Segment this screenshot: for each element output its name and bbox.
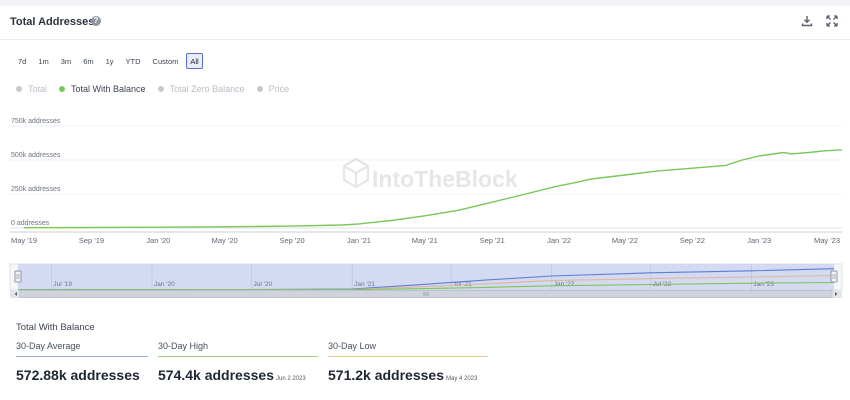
range-button-ytd[interactable]: YTD [125,57,141,66]
main-line-chart: 0 addresses 250k addresses 500k addresses 7… [10,118,843,245]
top-strip [0,0,850,6]
card-header: Total Addresses ? [0,6,850,40]
stat-label: 30-Day High [158,341,209,351]
range-button-1y[interactable]: 1y [105,57,114,66]
stat-30-day-low: 30-Day Low 571.2k addresses May 4 2023 [328,341,488,383]
scroll-right-arrow-icon[interactable] [835,292,838,296]
range-button-6m[interactable]: 6m [83,57,94,66]
legend-item-price[interactable]: Price [256,84,290,94]
range-button-all[interactable]: All [186,53,203,69]
legend-item-total-with-balance[interactable]: Total With Balance [59,84,146,94]
watermark: IntoTheBlock [342,157,518,192]
legend-item-total[interactable]: Total [16,84,47,94]
range-button-1m[interactable]: 1m [38,57,49,66]
x-tick-label: Jan '21 [347,236,371,245]
stat-value: 571.2k addresses May 4 2023 [328,367,488,383]
stat-underline [328,356,488,357]
range-button-7d[interactable]: 7d [18,57,27,66]
legend-marker [256,86,263,92]
stat-underline [16,356,148,357]
stat-value-text: 571.2k addresses [328,367,444,383]
stat-label: 30-Day Low [328,341,377,351]
x-tick-label: May '23 [814,236,840,245]
legend-label: Price [268,84,290,94]
stat-underline [158,356,318,357]
download-icon[interactable] [801,15,813,27]
help-icon[interactable]: ? [91,16,101,26]
fullscreen-icon[interactable] [826,15,838,27]
handle-grip[interactable] [14,270,22,283]
y-tick-label: 500k addresses [11,152,61,159]
x-tick-label: Sep '21 [480,236,505,245]
x-tick-label: Sep '22 [680,236,705,245]
legend-item-total-zero-balance[interactable]: Total Zero Balance [157,84,245,94]
navigator-tick-label: Jul '19 [53,281,72,288]
navigator-tick-label: Jan '22 [554,281,575,288]
legend-label: Total Zero Balance [169,84,245,94]
stat-date: May 4 2023 [445,376,478,382]
y-tick-label: 750k addresses [11,118,61,125]
range-button-custom[interactable]: Custom [152,57,179,66]
y-tick-label: 0 addresses [11,220,50,227]
navigator-tick-label: Jan '20 [154,281,175,288]
stat-value-text: 574.4k addresses [158,367,274,383]
card-title: Total Addresses [10,16,95,28]
navigator-selection[interactable] [18,264,834,290]
handle-grip[interactable] [830,270,838,283]
legend-marker [157,86,164,92]
navigator-tick-label: Jan '21 [354,281,375,288]
x-tick-label: Sep '19 [79,236,104,245]
stat-30-day-average: 30-Day Average 572.88k addresses [16,341,148,383]
navigator-tick-label: Jul '20 [254,281,273,288]
watermark-text: IntoTheBlock [372,166,518,192]
stat-value: 572.88k addresses [16,367,148,383]
navigator-chart[interactable]: Jul '19 Jan '20 Jul '20 Jan '21 Jul '21 Jan '… [0,262,850,302]
legend-label: Total With Balance [71,84,146,94]
navigator-tick-label: Jan '23 [753,281,774,288]
x-tick-label: May '22 [612,236,638,245]
stats-title: Total With Balance [16,322,95,333]
x-tick-label: Jan '22 [547,236,571,245]
x-tick-label: May '20 [212,236,238,245]
x-tick-label: Sep '20 [279,236,304,245]
navigator-handle-left[interactable] [14,270,22,283]
series-line-total-with-balance [23,149,843,229]
chart-legend: Total Total With Balance Total Zero Balanc… [16,84,301,94]
x-tick-label: Jan '20 [146,236,170,245]
legend-marker [16,86,22,92]
navigator-series-line [17,281,835,291]
legend-marker [59,86,66,92]
x-tick-label: May '19 [11,236,37,245]
legend-label: Total [28,84,48,94]
navigator-handle-right[interactable] [830,270,838,283]
stat-value-text: 572.88k addresses [16,367,140,383]
range-button-3m[interactable]: 3m [60,57,72,66]
stat-label: 30-Day Average [16,341,81,351]
scroll-left-arrow-icon[interactable] [14,292,18,296]
x-tick-label: May '21 [412,236,438,245]
stat-date: Jun 2 2023 [275,376,306,382]
stat-value: 574.4k addresses Jun 2 2023 [158,367,318,383]
watermark-logo [342,157,370,189]
y-tick-label: 250k addresses [11,186,61,193]
stat-30-day-high: 30-Day High 574.4k addresses Jun 2 2023 [158,341,318,383]
x-tick-label: Jan '23 [747,236,771,245]
time-range-selector: 7d 1m 3m 6m 1y YTD Custom All [14,53,207,69]
